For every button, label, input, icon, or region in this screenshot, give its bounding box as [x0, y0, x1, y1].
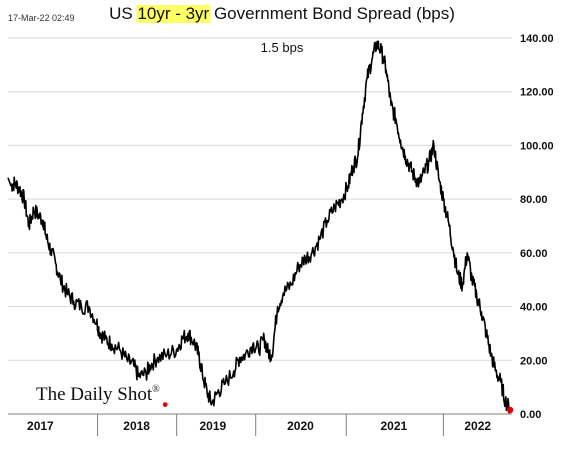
x-tick-label: 2017 — [27, 419, 54, 433]
watermark: The Daily Shot® — [36, 384, 160, 405]
y-tick-label: 140.00 — [520, 33, 554, 45]
gridlines — [8, 37, 512, 361]
y-tick-label: 80.00 — [520, 194, 548, 206]
title-highlight — [136, 5, 211, 23]
x-axis: 2017 2018 2019 2020 2021 2022 — [8, 413, 512, 436]
x-tick-label: 2020 — [287, 419, 314, 433]
y-tick-label: 0.00 — [520, 409, 541, 421]
y-tick-label: 100.00 — [520, 140, 554, 152]
x-tick-label: 2019 — [199, 419, 226, 433]
reference-marker — [162, 402, 168, 407]
last-value-annotation: 1.5 bps — [261, 40, 304, 55]
y-tick-label: 20.00 — [520, 355, 548, 367]
point-markers — [162, 402, 514, 414]
title-highlight-text: 10yr - 3yr — [137, 4, 209, 23]
title-prefix: US — [109, 4, 137, 23]
y-tick-label: 120.00 — [520, 87, 554, 99]
y-tick-label: 40.00 — [520, 302, 548, 314]
y-tick-label: 60.00 — [520, 248, 548, 260]
x-tick-label: 2021 — [381, 419, 408, 433]
spread-line — [7, 40, 511, 414]
timestamp: 17-Mar-22 02:49 — [8, 13, 75, 23]
title-suffix: Government Bond Spread (bps) — [209, 4, 455, 23]
x-tick-label: 2022 — [464, 419, 491, 433]
chart-title: US 10yr - 3yr Government Bond Spread (bp… — [109, 4, 455, 23]
watermark-text: The Daily Shot — [36, 384, 153, 405]
watermark-registered-mark: ® — [152, 384, 160, 395]
y-tick-labels: 0.00 20.00 40.00 60.00 80.00 100.00 120.00 140.… — [520, 33, 554, 421]
x-tick-label: 2018 — [123, 419, 150, 433]
last-point-marker — [506, 406, 514, 414]
